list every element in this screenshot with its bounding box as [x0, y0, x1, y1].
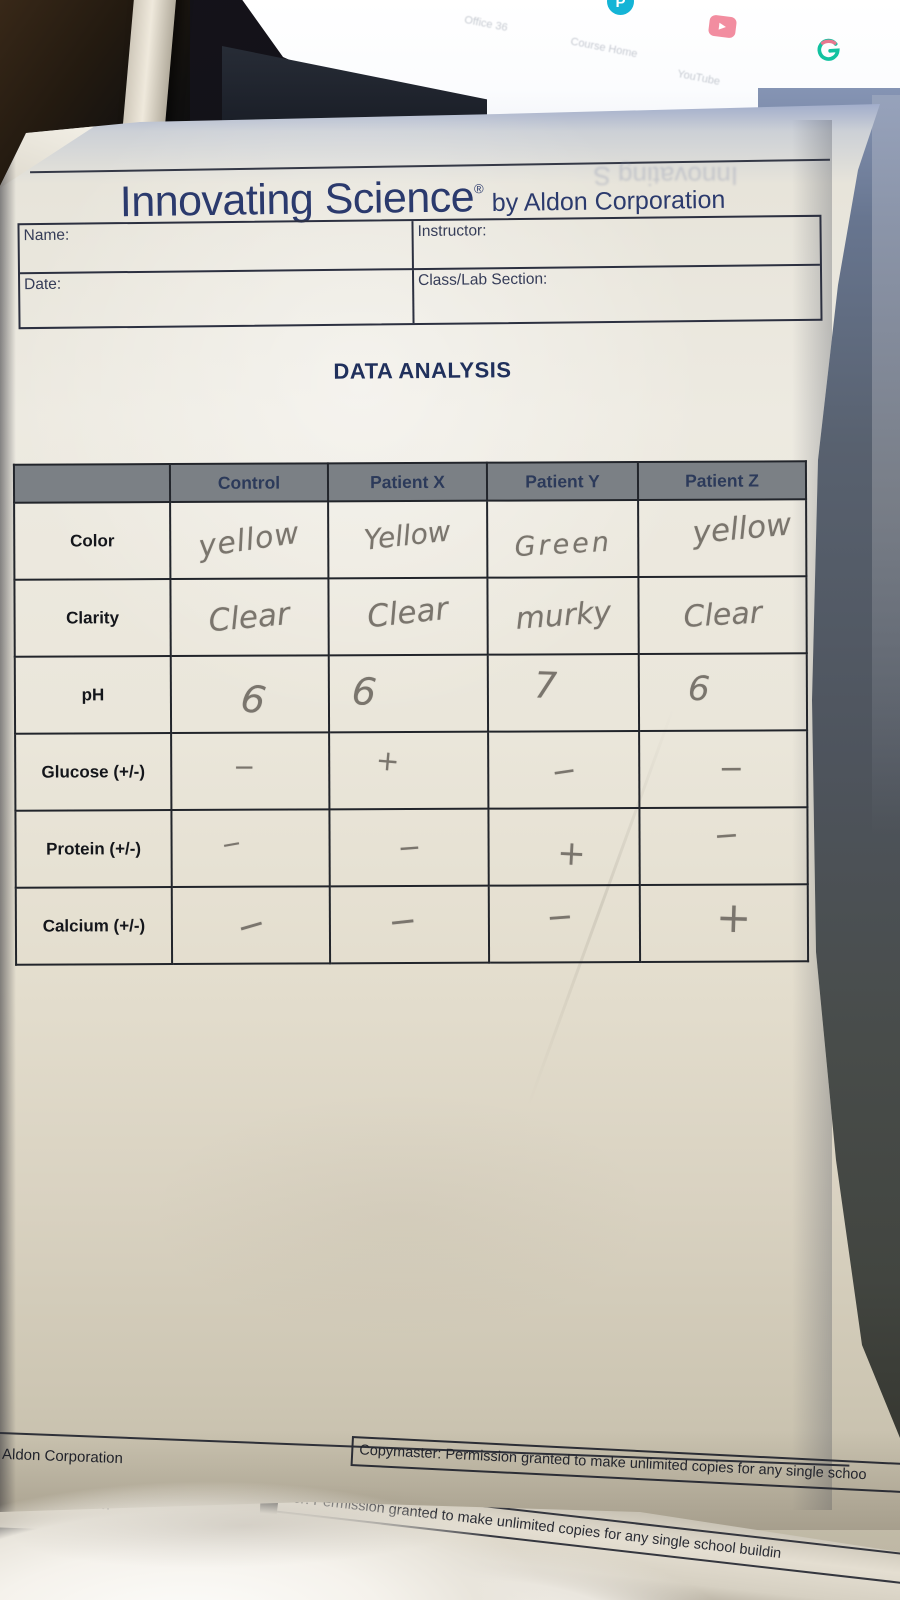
column-header-control: Control: [169, 463, 329, 503]
column-header-blank: [13, 464, 171, 503]
handwritten-value: Clear: [682, 595, 763, 635]
handwritten-value: −: [549, 752, 579, 791]
student-info-form: Name: Instructor: Date: Class/Lab Sectio…: [17, 214, 823, 330]
row-label-calcium: Calcium (+/-): [15, 887, 173, 965]
table-row: Protein (+/-) − − + −: [15, 807, 808, 888]
table-row: Calcium (+/-) − − − +: [15, 884, 809, 965]
data-analysis-title: DATA ANALYSIS: [333, 357, 512, 384]
handwritten-value: 7: [533, 665, 558, 708]
handwritten-value: −: [233, 752, 256, 783]
row-label-glucose: Glucose (+/-): [15, 733, 172, 811]
handwritten-value: −: [718, 751, 744, 787]
table-row: Glucose (+/-) − + − −: [15, 730, 808, 811]
bookmark-label: Course Home: [569, 35, 639, 61]
handwritten-value: Clear: [207, 595, 292, 639]
handwritten-value: +: [374, 743, 401, 779]
handwritten-value: Clear: [365, 590, 450, 635]
handwritten-value: +: [556, 832, 587, 874]
wall-highlight: [872, 95, 900, 835]
handwritten-value: 6: [686, 667, 712, 710]
table-row: Color yellow Yellow Green yellow: [14, 499, 807, 580]
handwritten-value: +: [715, 892, 753, 943]
bookmark-label: Office 36: [463, 13, 509, 35]
column-header-patient-x: Patient X: [327, 462, 488, 502]
pearson-icon: P: [607, 0, 634, 15]
brand-byline: by Aldon Corporation: [491, 185, 726, 218]
handwritten-value: −: [545, 896, 575, 937]
handwritten-value: 6: [350, 667, 379, 715]
youtube-icon: ▶: [707, 14, 738, 39]
handwritten-value: −: [231, 902, 271, 949]
handwritten-value: yellow: [196, 515, 303, 565]
table-row: Clarity Clear Clear murky Clear: [14, 576, 807, 657]
row-label-protein: Protein (+/-): [15, 810, 172, 888]
handwritten-value: Green: [513, 526, 613, 564]
handwritten-value: 6: [237, 675, 269, 723]
paper-left-shadow: [0, 140, 16, 1520]
handwritten-value: −: [219, 827, 244, 860]
date-field: Date:: [20, 270, 415, 328]
row-label-clarity: Clarity: [14, 579, 171, 657]
row-label-ph: pH: [14, 656, 172, 734]
registered-mark: ®: [473, 181, 484, 197]
paper-shading: [120, 1050, 680, 1380]
instructor-field: Instructor:: [413, 216, 820, 271]
white-blanket: [0, 1437, 765, 1600]
results-table: Control Patient X Patient Y Patient Z Co…: [13, 460, 809, 965]
handwritten-value: murky: [514, 594, 613, 637]
handwritten-value: −: [712, 817, 741, 855]
handwritten-value: yellow: [690, 505, 793, 551]
handwritten-value: −: [396, 830, 423, 865]
handwritten-value: −: [386, 899, 420, 943]
class-lab-section-field: Class/Lab Section:: [418, 270, 548, 290]
handwritten-value: Yellow: [362, 514, 453, 557]
row-label-color: Color: [14, 502, 171, 580]
column-header-patient-y: Patient Y: [486, 462, 639, 501]
column-header-patient-z: Patient Z: [637, 461, 807, 501]
bookmark-label: YouTube: [676, 67, 721, 89]
table-row: pH 6 6 7 6: [14, 653, 808, 734]
name-field: Name:: [19, 221, 414, 275]
table-header-row: Control Patient X Patient Y Patient Z: [13, 461, 807, 503]
google-g-icon: [814, 37, 842, 65]
